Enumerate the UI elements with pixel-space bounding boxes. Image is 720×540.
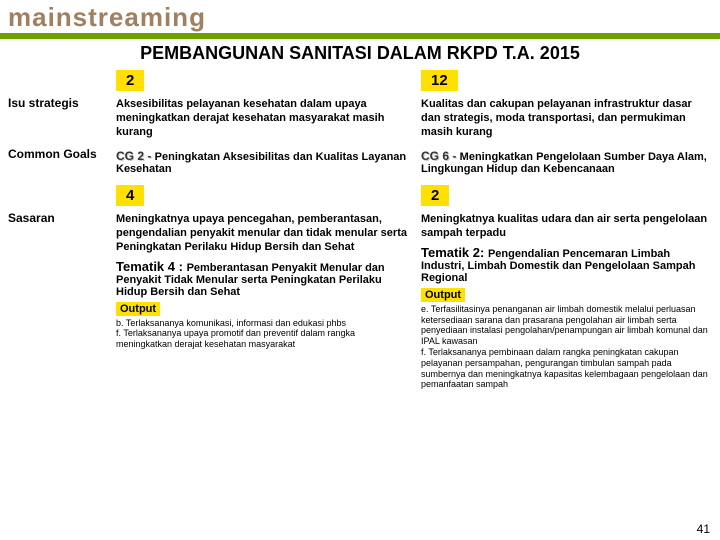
page-title: mainstreaming [0,0,720,33]
subtitle: PEMBANGUNAN SANITASI DALAM RKPD T.A. 201… [0,39,720,68]
badge-left-mid: 4 [116,185,144,206]
tematik-left: Tematik 4 : Pemberantasan Penyakit Menul… [116,259,409,298]
output-left-items: b. Terlaksananya komunikasi, informasi d… [116,318,409,350]
page-number: 41 [697,522,710,536]
output-left-label: Output [116,302,160,316]
sasaran-right: Meningkatnya kualitas udara dan air sert… [421,213,714,241]
tematik-left-lead: Tematik 4 : [116,259,187,274]
cg-left-title: CG 2 - [116,149,155,163]
sasaran-left: Meningkatnya upaya pencegahan, pemberant… [116,213,409,254]
label-goals: Common Goals [8,147,97,161]
tematik-right: Tematik 2: Pengendalian Pencemaran Limba… [421,245,714,284]
isu-right: Kualitas dan cakupan pelayanan infrastru… [421,98,714,139]
cg-right-title: CG 6 - [421,149,460,163]
isu-left: Aksesibilitas pelayanan kesehatan dalam … [116,98,409,139]
label-sasaran: Sasaran [8,211,55,225]
output-right-label: Output [421,288,465,302]
badge-right-top: 12 [421,70,458,91]
output-right-items: e. Terfasilitasinya penanganan air limba… [421,304,714,390]
badge-right-mid: 2 [421,185,449,206]
cg-right-body: Meningkatkan Pengelolaan Sumber Daya Ala… [421,151,707,175]
tematik-right-lead: Tematik 2: [421,245,488,260]
badge-left-top: 2 [116,70,144,91]
label-isu: Isu strategis [8,96,79,110]
cg-left-body: Peningkatan Aksesibilitas dan Kualitas L… [116,151,406,175]
